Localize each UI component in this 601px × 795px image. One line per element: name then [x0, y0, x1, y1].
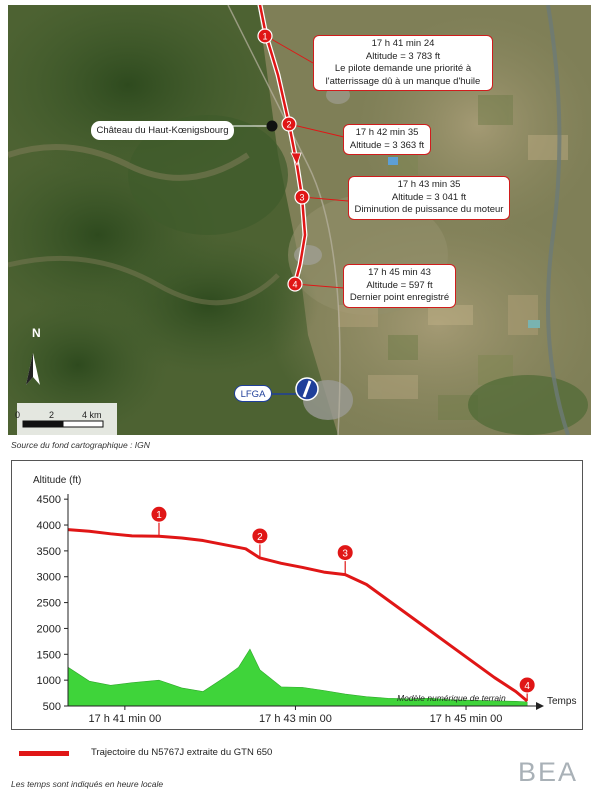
castle-label: Château du Haut-Kœnigsbourg — [91, 121, 234, 140]
callout-waypoint-2: 17 h 42 min 35 Altitude = 3 363 ft — [343, 124, 431, 155]
map-source: Source du fond cartographique : IGN — [11, 440, 150, 450]
track-marker-3: 3 — [294, 189, 310, 205]
north-label: N — [32, 326, 41, 340]
callout-line: Altitude = 597 ft — [366, 279, 433, 291]
callout-line: Le pilote demande une priorité à — [334, 63, 472, 74]
callout-line: 17 h 42 min 35 — [355, 127, 419, 138]
scale-label-2: 2 — [49, 410, 55, 420]
bea-logo: BEA — [518, 757, 579, 787]
callout-line: 17 h 43 min 35 — [397, 179, 461, 190]
callout-line: l'atterrissage dû à un manque d'huile — [325, 75, 481, 87]
callout-line: Altitude = 3 363 ft — [349, 139, 425, 151]
track-marker-4: 4 — [287, 276, 303, 292]
callout-line: Altitude = 3 041 ft — [391, 191, 467, 203]
legend-swatch — [19, 751, 69, 756]
callout-waypoint-3: 17 h 43 min 35 Altitude = 3 041 ft Dimin… — [348, 176, 510, 220]
track-marker-1: 1 — [257, 28, 273, 44]
footnote: Les temps sont indiqués en heure locale — [11, 779, 164, 789]
callout-waypoint-1: 17 h 41 min 24 Altitude = 3 783 ft Le pi… — [313, 35, 493, 91]
satellite-map: 1 2 3 4 17 h 41 min 24 Altitude = 3 783 … — [8, 5, 591, 435]
svg-text:4: 4 — [292, 280, 297, 290]
altitude-chart-frame — [11, 460, 583, 730]
callout-line: Dernier point enregistré — [349, 292, 450, 303]
scale-bar — [17, 403, 117, 435]
svg-text:2: 2 — [286, 120, 291, 130]
callout-waypoint-4: 17 h 45 min 43 Altitude = 597 ft Dernier… — [343, 264, 456, 308]
callout-line: Diminution de puissance du moteur — [354, 204, 504, 215]
map-background — [8, 5, 591, 435]
callout-line: 17 h 41 min 24 — [371, 38, 435, 49]
track-marker-2: 2 — [281, 116, 297, 132]
scale-label-0: 0 — [15, 410, 21, 420]
svg-text:1: 1 — [262, 32, 267, 42]
callout-line: Altitude = 3 783 ft — [365, 50, 441, 62]
scale-label-4km: 4 km — [82, 410, 102, 420]
airport-label: LFGA — [234, 385, 272, 402]
legend-label: Trajectoire du N5767J extraite du GTN 65… — [91, 747, 273, 758]
svg-text:3: 3 — [299, 193, 304, 203]
callout-line: 17 h 45 min 43 — [368, 267, 431, 278]
track-markers: 1 2 3 4 — [257, 28, 310, 292]
